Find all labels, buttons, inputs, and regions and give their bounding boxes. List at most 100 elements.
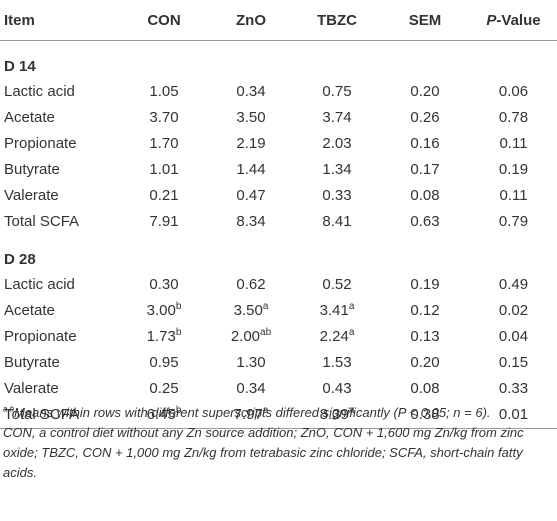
cell-value: 1.01 [149,160,179,178]
header-con: CON [120,0,208,41]
cell-value: 0.52 [322,275,352,293]
cell-value: 8.41 [322,212,352,230]
cell-zno: 1.30 [208,349,294,375]
cell-value: 0.12 [410,301,440,319]
row-label: Total SCFA [0,401,120,429]
cell-value: 0.78 [498,108,529,126]
footnote-superscript: a,b [3,404,15,414]
cell-value: 0.25 [149,379,179,397]
cell-value: 0.20 [410,353,440,371]
cell-zno: 0.47 [208,182,294,208]
cell-sem: 0.17 [380,156,470,182]
cell-value: 1.70 [149,134,179,152]
cell-con: 7.91 [120,208,208,234]
table-row: Butyrate 1.01 1.44 1.34 0.17 0.19 [0,156,557,182]
cell-value: 0.63 [410,212,440,230]
cell-value: 0.15 [498,353,529,371]
cell-superscript: b [175,326,182,338]
cell-value: 0.62 [236,275,266,293]
cell-value: 7.97 [233,406,263,423]
section-title: D 28 [4,251,36,268]
cell-con: 3.00b [120,297,208,323]
row-label: Propionate [4,327,77,345]
cell-sem: 0.19 [380,271,470,297]
cell-value: 0.20 [410,82,440,100]
cell-superscript: a [348,405,355,416]
cell-zno: 3.50 [208,104,294,130]
cell-value: 3.41 [319,301,349,319]
cell-value: 0.19 [410,275,440,293]
cell-sem: 0.20 [380,78,470,104]
table-row: Total SCFA 6.45b 7.97a 8.39a 0.38 0.01 [0,401,557,429]
cell-tbzc: 2.24a [294,323,380,349]
cell-sem: 0.16 [380,130,470,156]
table-row: Acetate 3.00b 3.50a 3.41a 0.12 0.02 [0,297,557,323]
cell-tbzc: 0.75 [294,78,380,104]
cell-con: 6.45b [120,401,208,429]
cell-value: 0.43 [322,379,352,397]
cell-value: 0.38 [410,406,440,423]
cell-tbzc: 2.03 [294,130,380,156]
cell-value: 0.34 [236,379,266,397]
cell-zno: 0.34 [208,375,294,401]
cell-value: 0.13 [410,327,440,345]
cell-tbzc: 3.74 [294,104,380,130]
cell-tbzc: 0.43 [294,375,380,401]
cell-value: 0.21 [149,186,179,204]
table-row: Valerate 0.21 0.47 0.33 0.08 0.11 [0,182,557,208]
table-body: D 14 Lactic acid 1.05 0.34 0.75 0.20 0.06 Aceta… [0,41,557,429]
table-row: Propionate 1.73b 2.00ab 2.24a 0.13 0.04 [0,323,557,349]
data-table-container: Item CON ZnO TBZC SEM P-Value D 14 Lactic… [0,0,557,429]
cell-sem: 0.63 [380,208,470,234]
cell-p-value: 0.01 [470,401,557,429]
cell-p-value: 0.49 [470,271,557,297]
cell-value: 3.70 [149,108,179,126]
cell-value: 0.26 [410,108,440,126]
section-title: D 14 [4,58,36,75]
cell-value: 0.17 [410,160,440,178]
row-label: Butyrate [4,353,60,371]
table-header-row: Item CON ZnO TBZC SEM P-Value [0,0,557,41]
cell-p-value: 0.04 [470,323,557,349]
cell-p-value: 0.19 [470,156,557,182]
table-row: Lactic acid 0.30 0.62 0.52 0.19 0.49 [0,271,557,297]
cell-sem: 0.08 [380,182,470,208]
cell-zno: 1.44 [208,156,294,182]
cell-tbzc: 1.34 [294,156,380,182]
cell-con: 3.70 [120,104,208,130]
cell-zno: 2.00ab [208,323,294,349]
cell-superscript: a [348,300,355,312]
header-item: Item [0,0,120,41]
table-row: Total SCFA 7.91 8.34 8.41 0.63 0.79 [0,208,557,234]
cell-p-value: 0.78 [470,104,557,130]
cell-value: 0.06 [498,82,529,100]
cell-zno: 7.97a [208,401,294,429]
cell-p-value: 0.79 [470,208,557,234]
cell-value: 3.74 [322,108,352,126]
section-row: D 28 [0,234,557,271]
cell-value: 3.50 [233,301,263,319]
table-row: Acetate 3.70 3.50 3.74 0.26 0.78 [0,104,557,130]
header-zno: ZnO [208,0,294,41]
cell-zno: 2.19 [208,130,294,156]
row-label: Valerate [4,186,59,204]
cell-tbzc: 0.33 [294,182,380,208]
row-label: Propionate [4,134,77,152]
cell-con: 0.25 [120,375,208,401]
cell-value: 0.11 [499,186,528,204]
header-p-italic: P [486,11,497,29]
cell-value: 0.30 [149,275,179,293]
cell-value: 0.11 [499,134,528,152]
cell-value: 2.24 [319,327,349,345]
cell-value: 0.08 [410,379,440,397]
cell-value: 0.19 [498,160,529,178]
cell-value: 2.03 [322,134,352,152]
cell-value: 0.02 [498,301,529,319]
cell-con: 1.70 [120,130,208,156]
cell-superscript: ab [260,326,272,338]
cell-con: 0.95 [120,349,208,375]
scfa-table: Item CON ZnO TBZC SEM P-Value D 14 Lactic… [0,0,557,429]
cell-value: 1.44 [236,160,266,178]
section-row: D 14 [0,41,557,79]
cell-sem: 0.38 [380,401,470,429]
